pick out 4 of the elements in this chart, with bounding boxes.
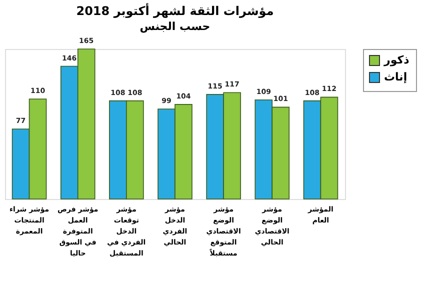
legend-label: ذكور: [383, 54, 410, 66]
legend-label: إناث: [384, 70, 408, 84]
chart-title: مؤشرات الثقة لشهر أكتوبر 2018: [76, 3, 274, 18]
chart-subtitle: حسب الجنس: [140, 20, 210, 33]
